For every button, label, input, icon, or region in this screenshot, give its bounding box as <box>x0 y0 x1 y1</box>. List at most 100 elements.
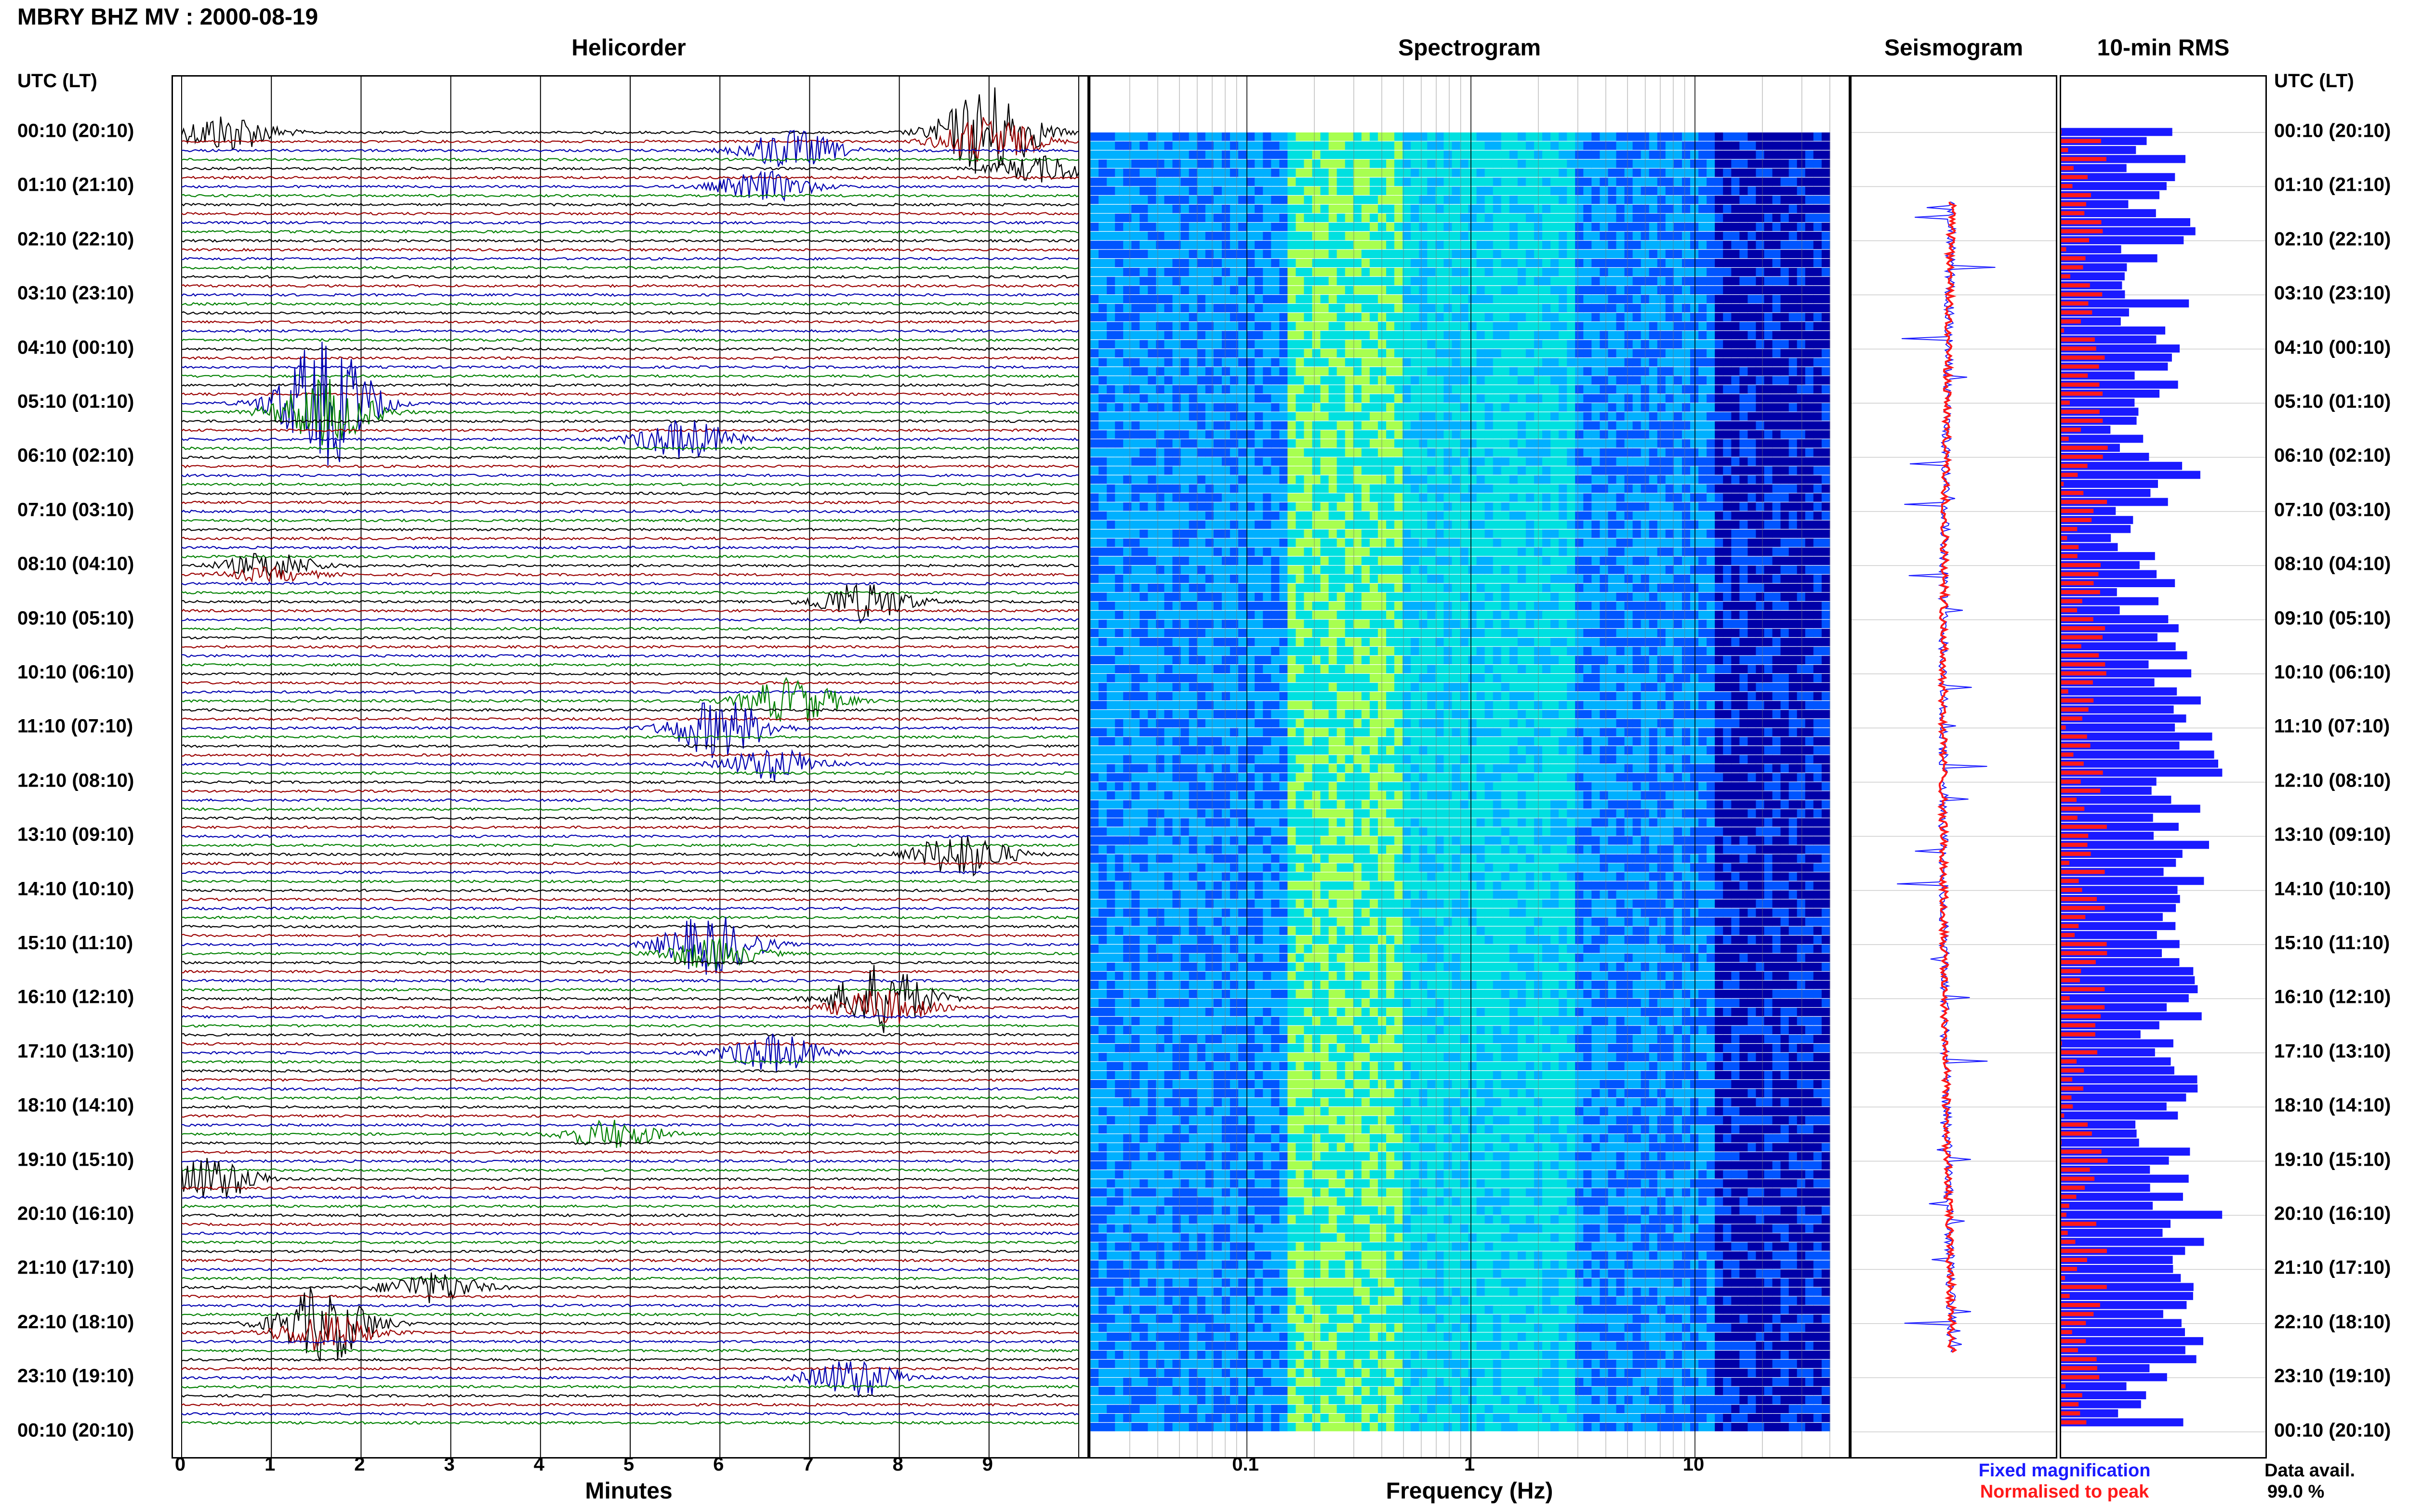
spectrogram-cell <box>1501 520 1510 529</box>
spectrogram-cell <box>1180 295 1190 303</box>
spectrogram-cell <box>1698 602 1707 610</box>
spectrogram-cell <box>1369 250 1378 258</box>
spectrogram-cell <box>1468 502 1477 511</box>
spectrogram-cell <box>1320 295 1329 303</box>
spectrogram-cell <box>1484 583 1494 592</box>
spectrogram-cell <box>1501 213 1510 223</box>
spectrogram-cell <box>1246 268 1255 276</box>
spectrogram-cell <box>1559 602 1567 610</box>
spectrogram-cell <box>1123 394 1132 403</box>
spectrogram-cell <box>1287 159 1296 168</box>
spectrogram-cell <box>1468 376 1477 385</box>
spectrogram-cell <box>1772 403 1781 412</box>
spectrogram-cell <box>1287 529 1296 538</box>
spectrogram-cell <box>1715 141 1723 150</box>
spectrogram-cell <box>1386 421 1395 430</box>
spectrogram-cell <box>1419 159 1428 168</box>
spectrogram-cell <box>1279 232 1288 240</box>
spectrogram-cell <box>1813 340 1822 349</box>
spectrogram-cell <box>1320 232 1329 240</box>
spectrogram-cell <box>1707 204 1715 213</box>
spectrogram-cell <box>1673 466 1682 475</box>
spectrogram-cell <box>1090 196 1099 204</box>
spectrogram-cell <box>1123 358 1132 367</box>
spectrogram-cell <box>1632 358 1641 367</box>
spectrogram-cell <box>1296 475 1305 484</box>
spectrogram-cell <box>1517 475 1526 484</box>
spectrogram-cell <box>1279 132 1288 141</box>
spectrogram-cell <box>1131 610 1140 619</box>
spectrogram-cell <box>1115 259 1124 267</box>
spectrogram-cell <box>1099 259 1107 267</box>
spectrogram-cell <box>1180 403 1190 412</box>
spectrogram-cell <box>1649 240 1658 250</box>
spectrogram-cell <box>1542 250 1551 258</box>
spectrogram-cell <box>1312 349 1321 358</box>
spectrogram-cell <box>1255 602 1263 610</box>
spectrogram-cell <box>1756 502 1765 511</box>
spectrogram-cell <box>1665 466 1674 475</box>
spectrogram-cell <box>1263 412 1271 421</box>
spectrogram-cell <box>1649 204 1658 213</box>
spectrogram-cell <box>1115 511 1124 520</box>
spectrogram-cell <box>1707 448 1715 457</box>
spectrogram-cell <box>1386 331 1395 340</box>
helicorder-trace <box>181 1384 1079 1389</box>
spectrogram-cell <box>1542 177 1551 186</box>
spectrogram-cell <box>1517 367 1526 376</box>
spectrogram-cell <box>1772 520 1781 529</box>
spectrogram-cell <box>1221 168 1231 177</box>
spectrogram-cell <box>1509 602 1518 610</box>
spectrogram-cell <box>1731 232 1740 240</box>
spectrogram-cell <box>1337 159 1346 168</box>
spectrogram-cell <box>1419 268 1428 276</box>
spectrogram-cell <box>1517 502 1526 511</box>
spectrogram-cell <box>1468 592 1477 601</box>
spectrogram-cell <box>1255 168 1263 177</box>
spectrogram-cell <box>1739 466 1748 475</box>
helicorder-trace <box>181 1096 1079 1100</box>
helicorder-trace <box>181 311 1079 315</box>
spectrogram-cell <box>1723 592 1732 601</box>
spectrogram-cell <box>1320 367 1329 376</box>
spectrogram-cell <box>1739 313 1748 322</box>
spectrogram-cell <box>1139 276 1148 286</box>
spectrogram-cell <box>1493 565 1502 574</box>
spectrogram-cell <box>1172 141 1181 150</box>
helicorder-trace <box>181 1403 1079 1407</box>
spectrogram-cell <box>1493 223 1502 231</box>
spectrogram-cell <box>1821 150 1830 159</box>
spectrogram-cell <box>1657 286 1666 294</box>
spectrogram-cell <box>1337 259 1346 267</box>
spectrogram-cell <box>1525 186 1535 195</box>
spectrogram-cell <box>1377 303 1387 313</box>
spectrogram-cell <box>1090 394 1099 403</box>
spectrogram-cell <box>1296 358 1305 367</box>
spectrogram-cell <box>1723 240 1732 250</box>
spectrogram-cell <box>1600 213 1609 223</box>
spectrogram-cell <box>1435 240 1444 250</box>
spectrogram-cell <box>1172 340 1181 349</box>
spectrogram-cell <box>1600 547 1609 556</box>
spectrogram-cell <box>1205 421 1214 430</box>
spectrogram-cell <box>1279 520 1288 529</box>
spectrogram-cell <box>1723 539 1732 547</box>
spectrogram-cell <box>1164 159 1173 168</box>
spectrogram-cell <box>1221 385 1231 394</box>
spectrogram-cell <box>1345 448 1354 457</box>
spectrogram-cell <box>1517 539 1526 547</box>
spectrogram-cell <box>1271 349 1280 358</box>
spectrogram-cell <box>1550 539 1559 547</box>
spectrogram-cell <box>1180 529 1190 538</box>
helicorder-trace <box>181 780 1079 784</box>
spectrogram-cell <box>1123 168 1132 177</box>
spectrogram-cell <box>1715 592 1723 601</box>
spectrogram-cell <box>1263 556 1271 565</box>
spectrogram-cell <box>1296 141 1305 150</box>
spectrogram-cell <box>1419 286 1428 294</box>
spectrogram-cell <box>1255 313 1263 322</box>
spectrogram-cell <box>1403 259 1411 267</box>
spectrogram-cell <box>1238 259 1247 267</box>
helicorder-trace <box>181 917 1079 975</box>
spectrogram-cell <box>1221 556 1231 565</box>
